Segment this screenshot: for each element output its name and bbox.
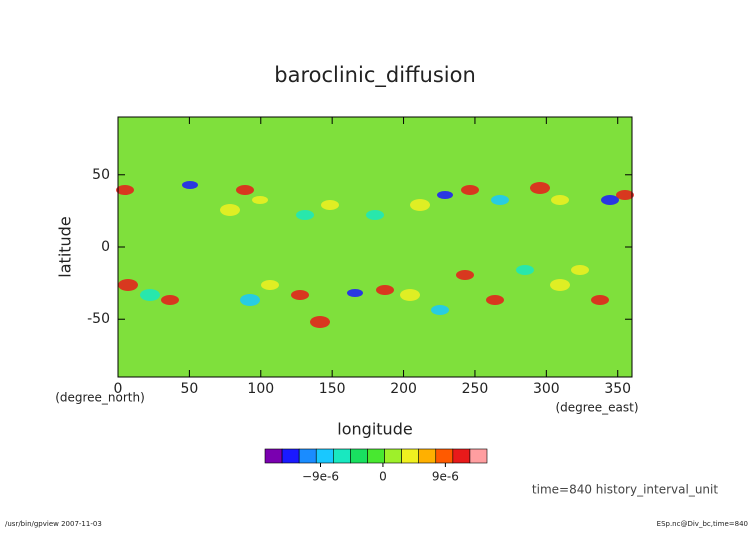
x-tick-label: 0: [114, 381, 123, 397]
field-feature: [410, 199, 430, 211]
x-unit: (degree_east): [555, 401, 638, 415]
field-feature: [296, 210, 314, 220]
colorbar-box: [452, 448, 471, 464]
x-axis-label: longitude: [337, 420, 412, 439]
x-tick-label: 150: [319, 381, 346, 397]
colorbar-box: [469, 448, 488, 464]
field-feature: [220, 204, 240, 216]
colorbar-box: [401, 448, 419, 464]
colorbar-tick-label: 9e-6: [432, 470, 459, 484]
x-tick-label: 100: [247, 381, 274, 397]
field-feature: [486, 295, 504, 305]
colorbar-box: [384, 448, 402, 464]
field-feature: [456, 270, 474, 280]
field-feature: [291, 290, 309, 300]
colorbar-box: [298, 448, 317, 464]
x-tick-label: 50: [180, 381, 198, 397]
colorbar-box: [435, 448, 454, 464]
y-tick-label: 50: [92, 167, 110, 183]
x-tick-label: 300: [533, 381, 560, 397]
field-feature: [530, 182, 550, 194]
annotation: time=840 history_interval_unit: [532, 483, 718, 497]
footer-left: /usr/bin/gpview 2007-11-03: [5, 520, 102, 528]
field-feature: [261, 280, 279, 290]
colorbar-tick-label: −9e-6: [302, 470, 339, 484]
field-feature: [347, 289, 363, 297]
colorbar-box: [315, 448, 334, 464]
field-feature: [310, 316, 330, 328]
field-feature: [591, 295, 609, 305]
colorbar-box: [264, 448, 283, 464]
footer-right: ESp.nc@Div_bc,time=840: [657, 520, 748, 528]
field-feature: [437, 191, 453, 199]
colorbar-box: [418, 448, 437, 464]
field-feature: [601, 195, 619, 205]
colorbar-box: [333, 448, 351, 464]
field-feature: [376, 285, 394, 295]
field-feature: [236, 185, 254, 195]
field-feature: [516, 265, 534, 275]
field-feature: [461, 185, 479, 195]
field-feature: [116, 185, 134, 195]
field-feature: [551, 195, 569, 205]
chart-title: baroclinic_diffusion: [274, 63, 476, 88]
field-feature: [182, 181, 198, 189]
x-tick-label: 200: [390, 381, 417, 397]
x-tick-label: 350: [604, 381, 631, 397]
field-feature: [616, 190, 634, 200]
y-axis-label: latitude: [56, 216, 75, 277]
colorbar-box: [367, 448, 385, 464]
y-tick-label: -50: [87, 311, 110, 327]
field-feature: [491, 195, 509, 205]
x-tick-label: 250: [462, 381, 489, 397]
field-feature: [571, 265, 589, 275]
field-feature: [240, 294, 260, 306]
colorbar-tick-label: 0: [379, 470, 387, 484]
colorbar-box: [281, 448, 300, 464]
field-feature: [431, 305, 449, 315]
y-tick-label: 0: [101, 239, 110, 255]
y-unit: (degree_north): [55, 391, 145, 405]
field-feature: [140, 289, 160, 301]
field-feature: [550, 279, 570, 291]
field-feature: [366, 210, 384, 220]
colorbar-box: [350, 448, 368, 464]
field-background: [118, 117, 632, 377]
field-feature: [161, 295, 179, 305]
plot-area: [116, 116, 634, 378]
field-feature: [400, 289, 420, 301]
field-feature: [321, 200, 339, 210]
field-feature: [252, 196, 268, 204]
field-feature: [118, 279, 138, 291]
